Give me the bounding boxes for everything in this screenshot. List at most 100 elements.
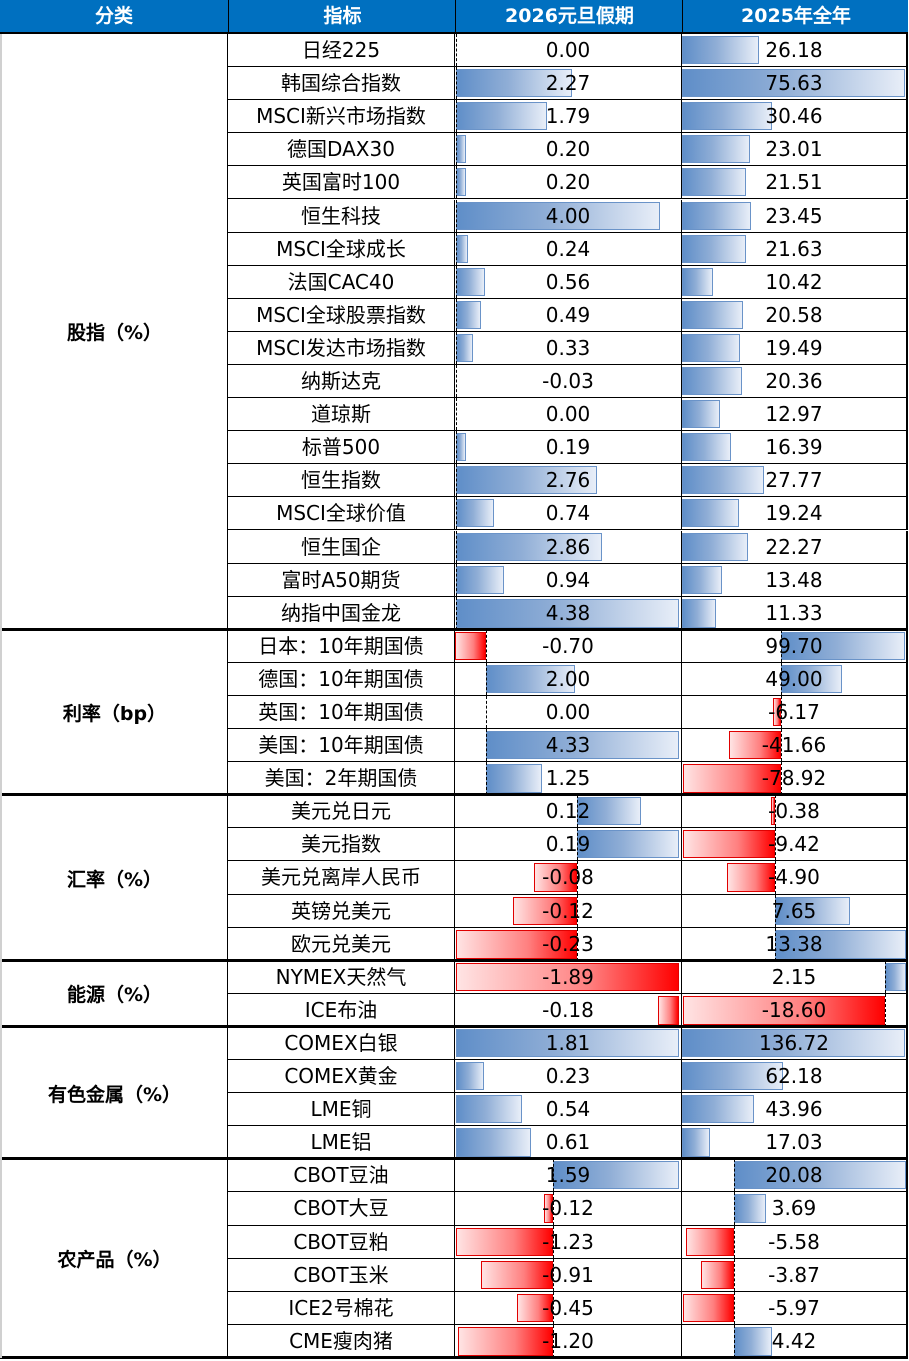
value-2026-new-year: -0.70 <box>455 629 682 662</box>
value-2026-new-year: -1.20 <box>455 1324 682 1358</box>
value-text: 22.27 <box>765 534 823 559</box>
table-row: 德国DAX30 0.20 23.01 <box>228 133 908 167</box>
value-2026-new-year: 0.00 <box>455 695 682 729</box>
table-row: 日经225 0.00 26.18 <box>228 34 908 68</box>
value-text: 0.49 <box>545 302 591 327</box>
positive-data-bar <box>682 168 746 197</box>
value-text: 2.00 <box>545 666 591 691</box>
value-text: 2.86 <box>545 534 591 559</box>
positive-data-bar <box>682 499 739 528</box>
indicator-name: 日本：10年期国债 <box>228 629 455 662</box>
value-text: 21.63 <box>765 236 823 261</box>
data-bar-axis <box>577 894 578 927</box>
data-bar-axis <box>553 1258 554 1291</box>
value-2026-new-year: -0.08 <box>455 861 682 894</box>
value-2026-new-year: -0.12 <box>455 1192 682 1225</box>
value-text: 0.54 <box>545 1097 591 1122</box>
data-bar-axis <box>456 166 457 199</box>
indicator-name: MSCI发达市场指数 <box>228 331 455 364</box>
value-text: 0.00 <box>545 699 591 724</box>
value-text: -5.97 <box>768 1295 820 1320</box>
value-text: -0.18 <box>542 997 594 1022</box>
table-row: 标普500 0.19 16.39 <box>228 431 908 465</box>
indicator-name: MSCI全球价值 <box>228 497 455 530</box>
table-header: 分类 指标 2026元旦假期 2025年全年 <box>0 0 908 34</box>
positive-data-bar <box>734 1161 906 1190</box>
table-row: MSCI全球价值 0.74 19.24 <box>228 497 908 531</box>
value-text: 0.20 <box>545 137 591 162</box>
table-row: 英镑兑美元 -0.12 7.65 <box>228 894 908 928</box>
value-text: 20.58 <box>765 302 823 327</box>
negative-data-bar <box>771 797 775 826</box>
table-row: 韩国综合指数 2.27 75.63 <box>228 67 908 101</box>
value-text: 20.08 <box>765 1163 823 1188</box>
data-bar-axis <box>456 497 457 530</box>
value-text: 0.00 <box>545 402 591 427</box>
value-2025-full-year: 17.03 <box>682 1126 908 1160</box>
table-row: LME铜 0.54 43.96 <box>228 1093 908 1127</box>
table-row: 道琼斯 0.00 12.97 <box>228 398 908 432</box>
data-bar-axis <box>456 232 457 265</box>
value-text: 19.49 <box>765 335 823 360</box>
negative-data-bar <box>544 1194 553 1223</box>
negative-data-bar <box>701 1260 734 1289</box>
indicator-name: COMEX白银 <box>228 1027 455 1060</box>
value-2025-full-year: 27.77 <box>682 464 908 497</box>
data-bar-axis <box>553 1324 554 1358</box>
table-row: 欧元兑美元 -0.23 13.38 <box>228 927 908 961</box>
value-2025-full-year: -9.42 <box>682 828 908 861</box>
data-bar-axis <box>781 762 782 796</box>
value-2025-full-year: -5.58 <box>682 1225 908 1258</box>
value-text: 7.65 <box>771 898 817 923</box>
data-bar-axis <box>456 133 457 166</box>
indicator-name: 纳斯达克 <box>228 365 455 398</box>
positive-data-bar <box>781 631 905 660</box>
category-label: 农产品（%） <box>0 1159 228 1358</box>
indicator-name: 恒生指数 <box>228 464 455 497</box>
data-bar-axis <box>885 960 886 993</box>
value-2026-new-year: 2.00 <box>455 662 682 695</box>
table-row: LME铝 0.61 17.03 <box>228 1126 908 1160</box>
table-row: CBOT豆粕 -1.23 -5.58 <box>228 1225 908 1259</box>
negative-data-bar <box>683 995 885 1025</box>
value-2026-new-year: 4.38 <box>455 596 682 630</box>
value-2025-full-year: 11.33 <box>682 596 908 630</box>
indicator-name: 美元指数 <box>228 828 455 861</box>
positive-data-bar <box>682 300 743 329</box>
positive-data-bar <box>775 896 850 925</box>
data-bar-axis <box>456 530 457 563</box>
value-text: 4.00 <box>545 203 591 228</box>
category-label: 利率（bp） <box>0 629 228 796</box>
data-bar-axis <box>553 1159 554 1192</box>
value-text: 11.33 <box>765 600 823 625</box>
table-row: 恒生国企 2.86 22.27 <box>228 530 908 564</box>
value-text: 2.15 <box>771 964 817 989</box>
indicator-name: 标普500 <box>228 431 455 464</box>
indicator-name: 恒生国企 <box>228 530 455 563</box>
data-bar-axis <box>577 927 578 961</box>
positive-data-bar <box>682 267 713 296</box>
negative-data-bar <box>683 764 781 794</box>
value-2025-full-year: -18.60 <box>682 993 908 1027</box>
data-bar-axis <box>456 398 457 431</box>
value-2025-full-year: -0.38 <box>682 795 908 828</box>
value-text: 0.33 <box>545 335 591 360</box>
value-text: 0.74 <box>545 501 591 526</box>
value-2026-new-year: 2.86 <box>455 530 682 563</box>
value-text: 136.72 <box>759 1031 829 1055</box>
value-text: 99.70 <box>765 633 823 658</box>
value-text: 0.00 <box>545 38 591 62</box>
value-2025-full-year: 99.70 <box>682 629 908 662</box>
indicator-name: 恒生科技 <box>228 199 455 232</box>
section-0: 股指（%） 日经225 0.00 26.18 韩国综合指数 2.27 75.63 MSCI新兴… <box>0 34 908 631</box>
positive-data-bar <box>456 598 679 628</box>
value-text: 10.42 <box>765 269 823 294</box>
value-text: 17.03 <box>765 1130 823 1155</box>
data-bar-axis <box>456 100 457 133</box>
value-2025-full-year: -4.90 <box>682 861 908 894</box>
value-text: 43.96 <box>765 1097 823 1122</box>
value-2026-new-year: -1.23 <box>455 1225 682 1258</box>
table-row: MSCI全球成长 0.24 21.63 <box>228 232 908 266</box>
data-bar-axis <box>775 795 776 828</box>
value-2025-full-year: 21.51 <box>682 166 908 199</box>
